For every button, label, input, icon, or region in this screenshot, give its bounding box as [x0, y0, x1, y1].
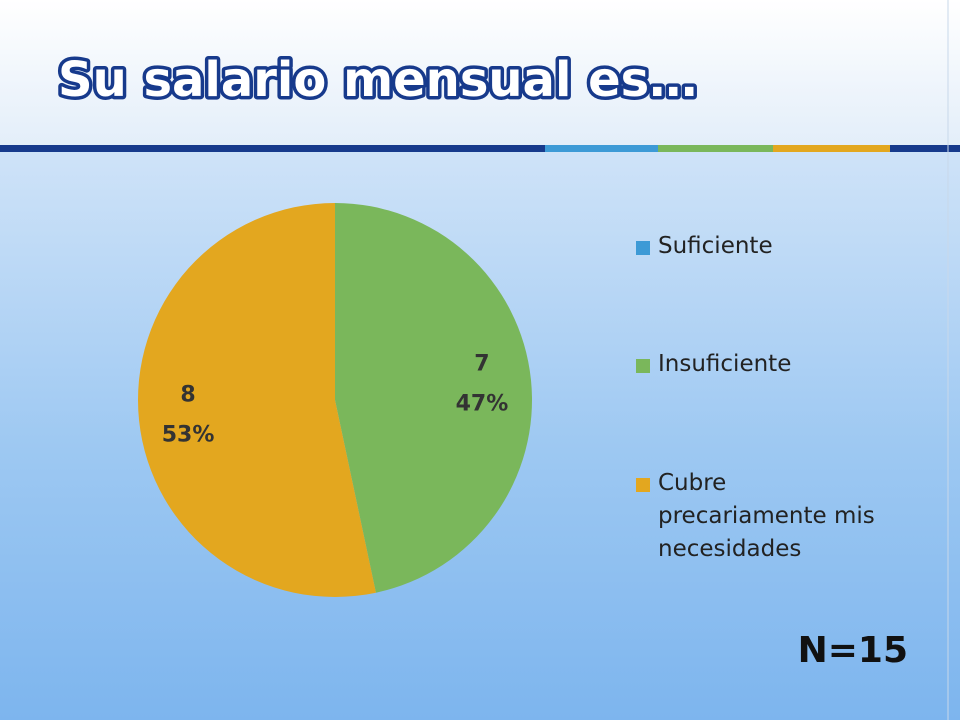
header-rule: [658, 145, 773, 152]
data-label: 53%: [162, 422, 215, 447]
data-label: 7: [474, 352, 489, 377]
legend-label: Cubre precariamente mis necesidades: [658, 470, 875, 562]
legend-label: Insuficiente: [658, 351, 792, 377]
annotation: N=15: [798, 630, 908, 671]
header-rule: [773, 145, 890, 152]
legend-swatch: [636, 359, 650, 373]
header-rule: [545, 145, 658, 152]
pie-slice: [137, 203, 376, 597]
data-label: 47%: [456, 392, 509, 417]
legend-item: Cubre precariamente mis necesidades: [636, 467, 896, 566]
legend-swatch: [636, 478, 650, 492]
header-rule: [0, 145, 545, 152]
pie-slice: [335, 203, 532, 593]
legend-label: Suficiente: [658, 233, 773, 259]
header-rule: [890, 145, 960, 152]
data-label: 8: [180, 382, 195, 407]
header-band: [0, 0, 960, 146]
legend-swatch: [636, 241, 650, 255]
legend-item: Insuficiente: [636, 348, 896, 381]
legend-item: Suficiente: [636, 230, 896, 263]
slide-title: Su salario mensual es…: [58, 52, 697, 108]
